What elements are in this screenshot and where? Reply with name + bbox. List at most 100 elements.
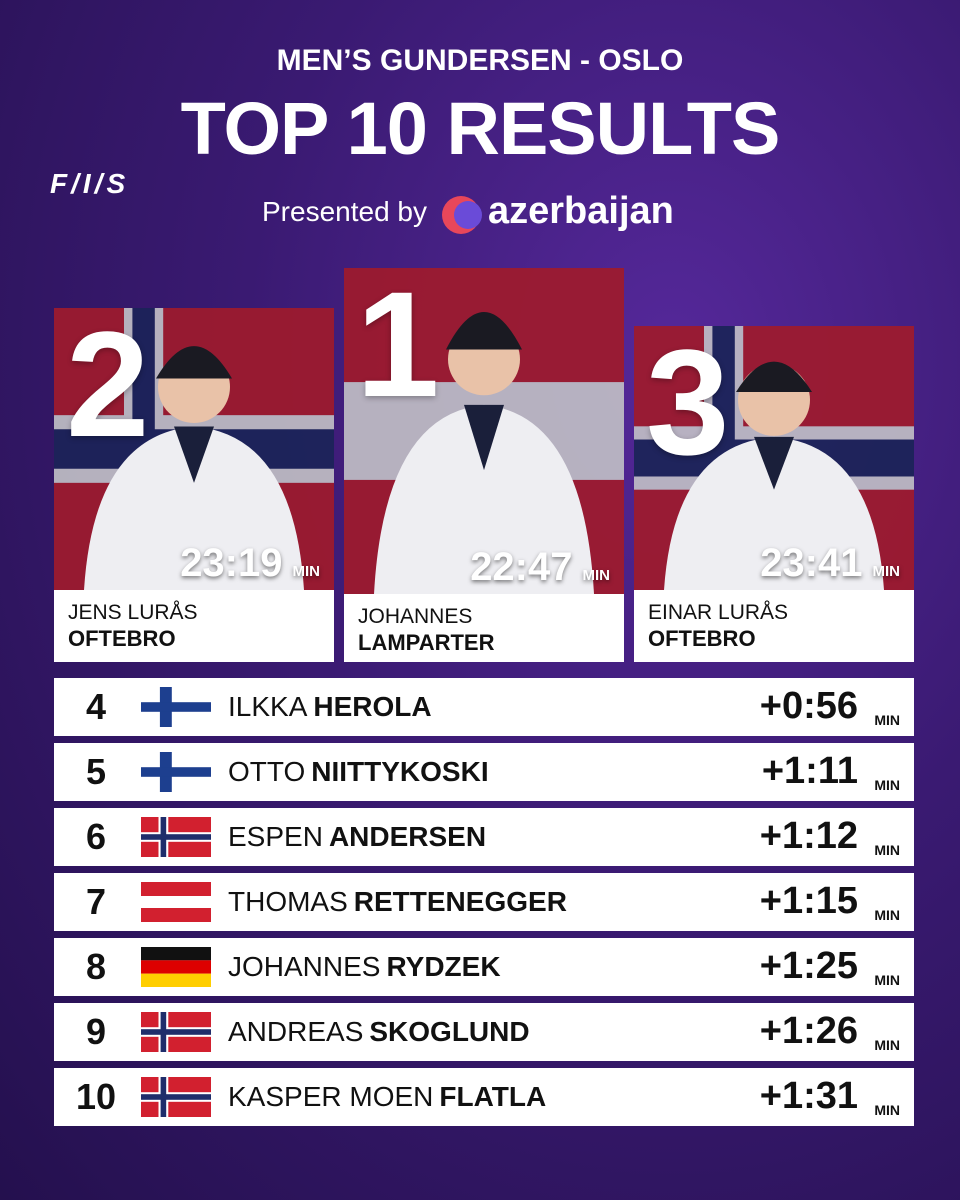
photo-bg (344, 268, 624, 594)
athlete-name: JENS LURÅS OFTEBRO (54, 590, 334, 662)
unit: MIN (874, 972, 900, 988)
unit: MIN (872, 563, 901, 580)
rank: 7 (85, 881, 107, 922)
first-name: EINAR LURÅS (648, 601, 789, 624)
first-name: OTTO (228, 756, 306, 787)
unit: MIN (874, 1037, 900, 1053)
time-value: 23:19 (180, 541, 283, 585)
flag (141, 882, 211, 927)
unit: MIN (874, 777, 900, 793)
time-gap: +1:31 (759, 1075, 858, 1117)
time-value: 23:41 (760, 541, 863, 585)
athlete-photo: 3 23:41 MIN (634, 326, 914, 590)
athlete-name: ESPEN ANDERSEN (228, 821, 486, 853)
unit: MIN (874, 842, 900, 858)
athlete-photo: 2 23:19 MIN (54, 308, 334, 590)
last-name: RETTENEGGER (353, 886, 567, 917)
rank: 2 (66, 308, 150, 468)
first-name: ANDREAS (228, 1016, 364, 1047)
last-name: SKOGLUND (369, 1016, 530, 1047)
title: TOP 10 RESULTS (180, 87, 781, 170)
flag (141, 1012, 211, 1057)
flag-icon (141, 882, 211, 922)
time-value: 22:47 (470, 545, 573, 589)
sponsor: azerbaijan (488, 190, 674, 232)
podium-card: 2 23:19 MIN JENS LURÅS OFTEBRO (54, 308, 334, 662)
time-gap: +1:12 (759, 815, 858, 857)
first-name: JOHANNES (228, 951, 381, 982)
unit: MIN (292, 563, 321, 580)
rank: 5 (85, 751, 107, 792)
podium-card: 1 22:47 MIN JOHANNES LAMPARTER (344, 268, 624, 662)
unit: MIN (874, 907, 900, 923)
athlete-name: KASPER MOEN FLATLA (228, 1081, 546, 1113)
last-name: NIITTYKOSKI (311, 756, 489, 787)
flag (141, 752, 211, 797)
rank: 6 (85, 816, 107, 857)
first-name: ESPEN (228, 821, 323, 852)
rank: 9 (85, 1011, 107, 1052)
flag-icon (141, 817, 211, 857)
athlete-name: ANDREAS SKOGLUND (228, 1016, 530, 1048)
photo-bg (54, 308, 334, 590)
flag (141, 1077, 211, 1122)
subtitle: MEN’S GUNDERSEN - OSLO (276, 44, 684, 77)
result-row: 9 ANDREAS SKOGLUND +1:26 MIN (54, 1003, 914, 1061)
rank: 8 (85, 946, 107, 987)
time: 23:41 MIN (760, 541, 900, 586)
first-name: JOHANNES (358, 605, 473, 628)
time: 23:19 MIN (180, 541, 320, 586)
result-row: 4 ILKKA HEROLA +0:56 MIN (54, 678, 914, 736)
unit: MIN (582, 567, 611, 584)
athlete-photo: 1 22:47 MIN (344, 268, 624, 594)
time-gap: +1:11 (761, 750, 858, 792)
result-row: 7 THOMAS RETTENEGGER +1:15 MIN (54, 873, 914, 931)
result-row: 6 ESPEN ANDERSEN +1:12 MIN (54, 808, 914, 866)
time-gap: +1:25 (759, 945, 858, 987)
first-name: KASPER MOEN (228, 1081, 434, 1112)
unit: MIN (874, 712, 900, 728)
first-name: JENS LURÅS (68, 601, 198, 624)
athlete-name: JOHANNES RYDZEK (228, 951, 501, 983)
flag (141, 687, 211, 732)
first-name: ILKKA (228, 691, 308, 722)
rank: 3 (646, 326, 730, 486)
last-name: OFTEBRO (648, 626, 756, 651)
athlete-name: ILKKA HEROLA (228, 691, 432, 723)
podium-card: 3 23:41 MIN EINAR LURÅS OFTEBRO (634, 326, 914, 662)
athlete-name: EINAR LURÅS OFTEBRO (634, 590, 914, 662)
result-row: 10 KASPER MOEN FLATLA +1:31 MIN (54, 1068, 914, 1126)
unit: MIN (874, 1102, 900, 1118)
athlete-name: OTTO NIITTYKOSKI (228, 756, 489, 788)
flag-icon (141, 687, 211, 727)
flag-icon (141, 947, 211, 987)
flag (141, 817, 211, 862)
flag-icon (141, 1012, 211, 1052)
athlete-name: THOMAS RETTENEGGER (228, 886, 567, 918)
rank: 1 (356, 268, 440, 428)
rank: 10 (75, 1076, 117, 1117)
sponsor-icon (442, 196, 482, 234)
last-name: LAMPARTER (358, 630, 495, 655)
result-row: 8 JOHANNES RYDZEK +1:25 MIN (54, 938, 914, 996)
rank: 4 (85, 686, 107, 727)
photo-bg (634, 326, 914, 590)
time-gap: +1:26 (759, 1010, 858, 1052)
athlete-name: JOHANNES LAMPARTER (344, 594, 624, 662)
flag (141, 947, 211, 992)
first-name: THOMAS (228, 886, 348, 917)
flag-icon (141, 1077, 211, 1117)
last-name: OFTEBRO (68, 626, 176, 651)
fis-logo: F/I/S (50, 168, 130, 199)
last-name: ANDERSEN (328, 821, 487, 852)
time-gap: +1:15 (759, 880, 858, 922)
last-name: FLATLA (439, 1081, 547, 1112)
result-row: 5 OTTO NIITTYKOSKI +1:11 MIN (54, 743, 914, 801)
time-gap: +0:56 (759, 685, 858, 727)
last-name: HEROLA (313, 691, 432, 722)
last-name: RYDZEK (386, 951, 501, 982)
time: 22:47 MIN (470, 545, 610, 590)
flag-icon (141, 752, 211, 792)
presented-by: Presented by (262, 196, 427, 227)
